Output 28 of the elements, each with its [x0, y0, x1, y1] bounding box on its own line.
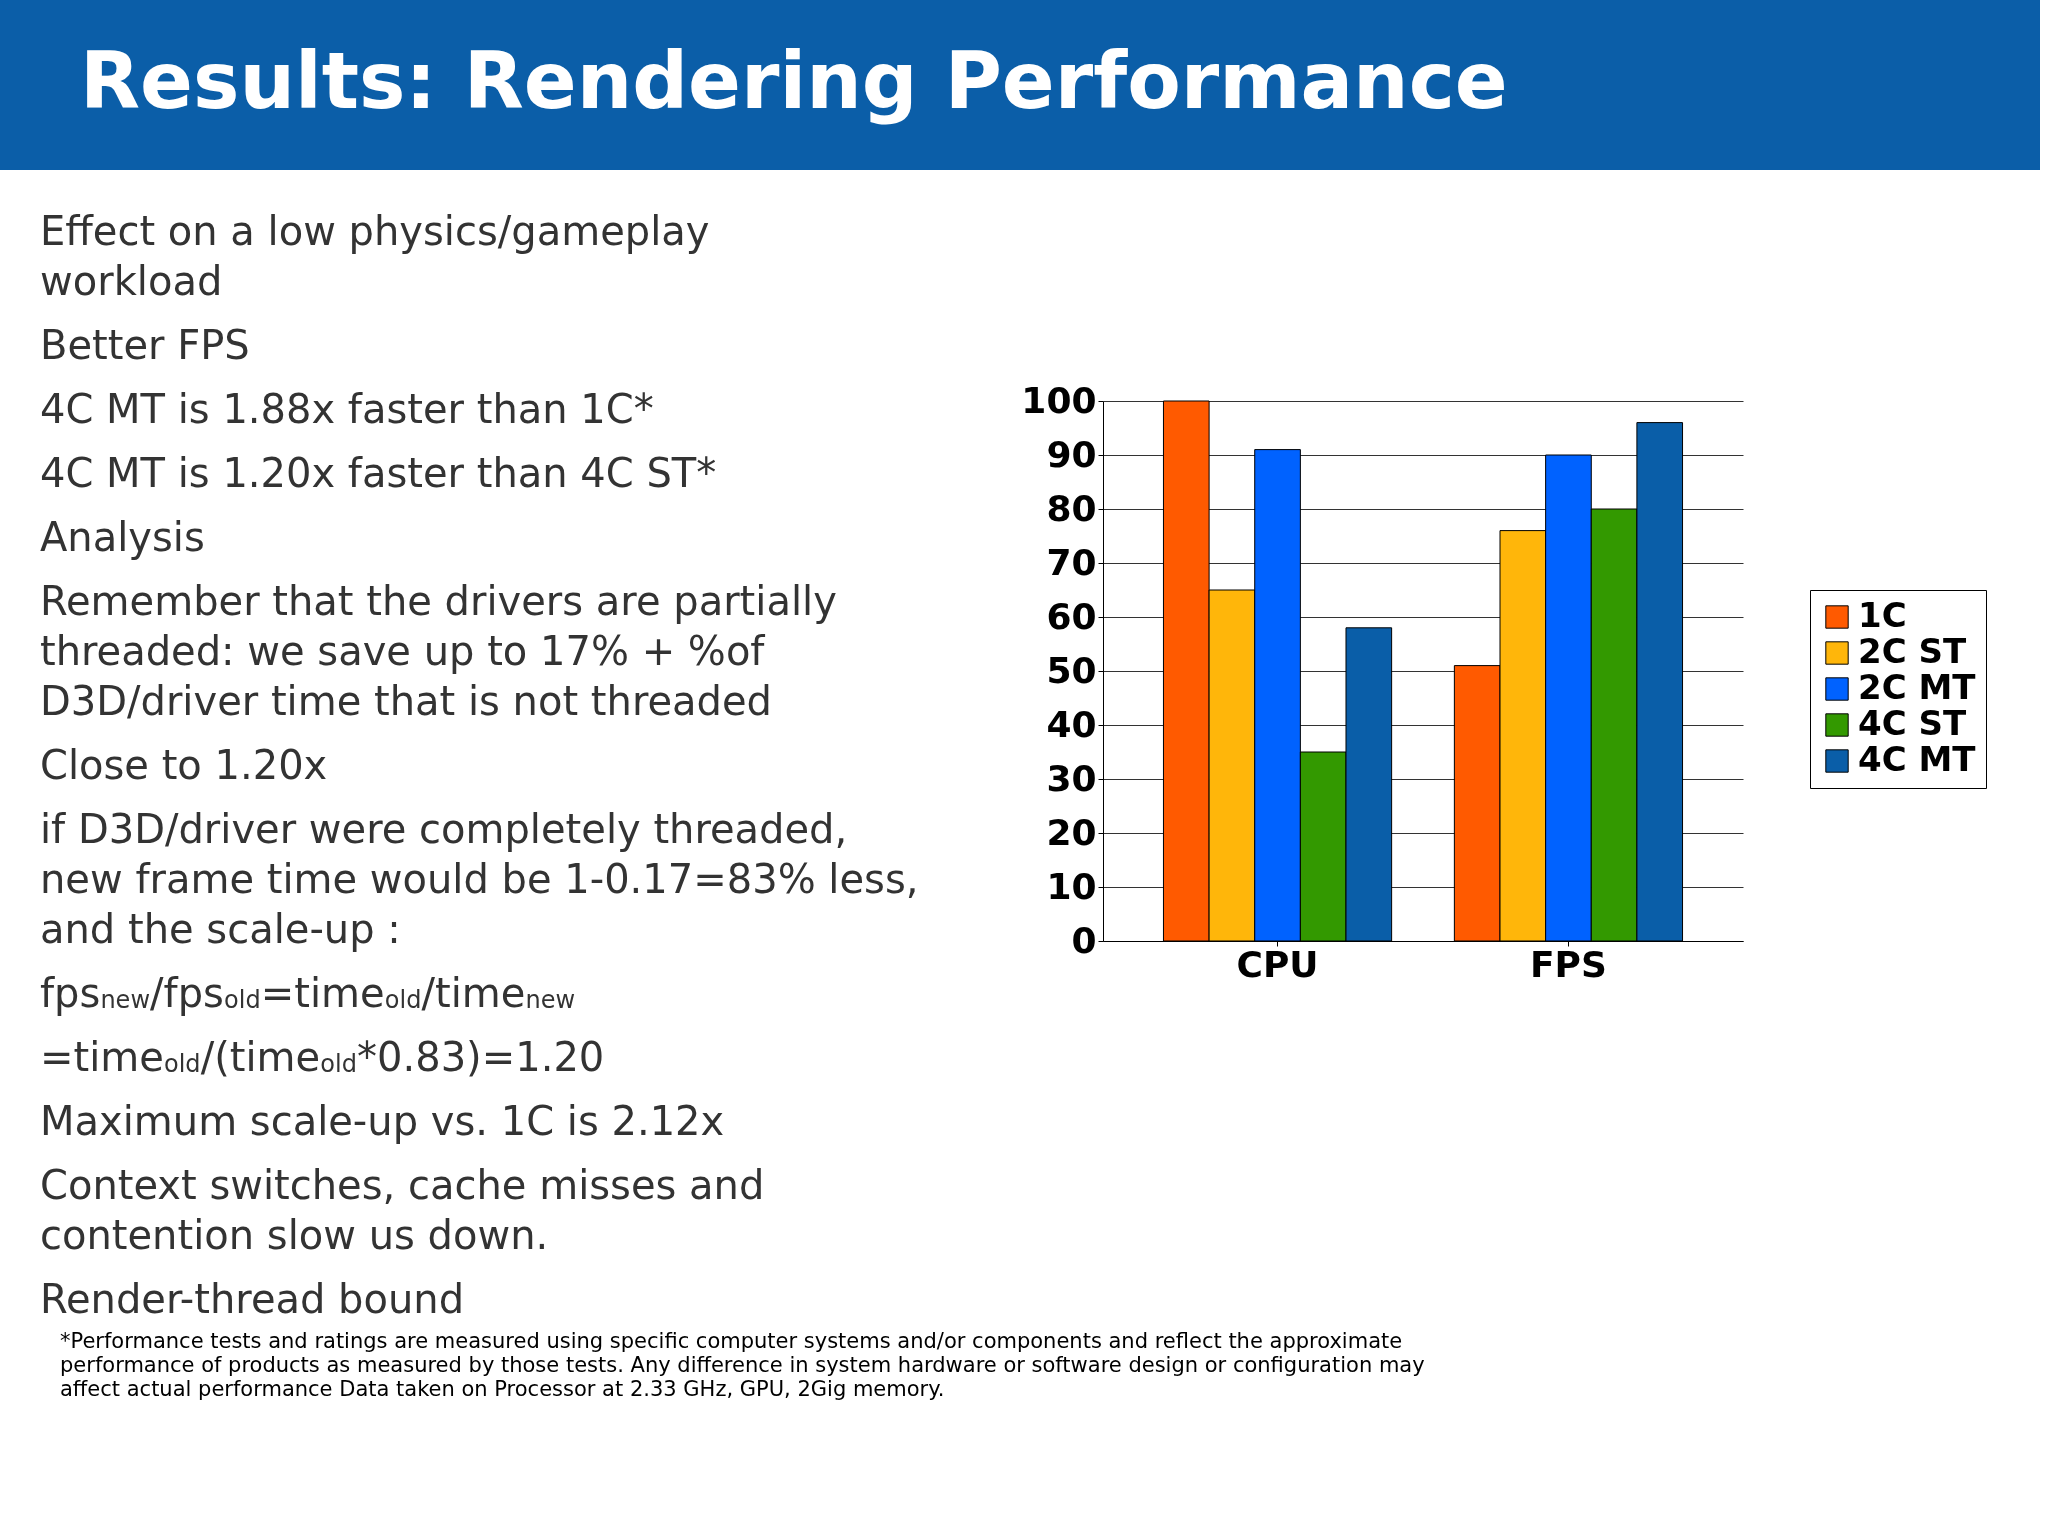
text: if D3D/driver were completely threaded, new frame time would be 1-0.17=83% less, and the scale-up :	[40, 806, 919, 952]
y-tick-label: 100	[1021, 379, 1097, 421]
y-tick-label: 10	[1046, 865, 1097, 907]
y-tick-label: 20	[1046, 811, 1097, 853]
y-tick-label: 70	[1046, 541, 1097, 583]
y-tick-label: 30	[1046, 757, 1097, 799]
text: Render-thread bound	[40, 1276, 465, 1322]
text: =timeold/(timeold*0.83)=1.20	[40, 1034, 605, 1080]
text: Maximum scale-up vs. 1C is 2.12x	[40, 1098, 725, 1144]
text: 4C MT is 1.88x faster than 1C*	[40, 386, 654, 432]
y-tick-label: 50	[1046, 649, 1097, 691]
x-tick-label: CPU	[1236, 943, 1319, 985]
chart-title: Results: Rendering Performance	[80, 36, 1508, 126]
text: Remember that the drivers are partially threaded: we save up to 17% + %of D3D/driver time that is not threaded	[40, 578, 837, 724]
y-tick-label: 60	[1046, 595, 1097, 637]
y-tick-label: 0	[1071, 919, 1097, 961]
text: fpsnew/fpsold=timeold/timenew	[40, 970, 576, 1016]
text: *Performance tests and ratings are measured using specific computer systems and/or components and reflect the approximate performance of products as measured by those tests. Any difference in system hardware or software design or configuration may affect actual performance Data taken on Processor at 2.33 GHz, GPU, 2Gig memory.	[60, 1329, 1425, 1401]
text: Effect on a low physics/gameplay workload	[40, 208, 710, 304]
text: Close to 1.20x	[40, 742, 328, 788]
text: Analysis	[40, 514, 205, 560]
text: Better FPS	[40, 322, 250, 368]
text: 4C MT is 1.20x faster than 4C ST*	[40, 450, 717, 496]
text: Context switches, cache misses and contention slow us down.	[40, 1162, 765, 1258]
x-tick-label: FPS	[1530, 943, 1607, 985]
y-tick-label: 90	[1046, 433, 1097, 475]
y-tick-label: 40	[1046, 703, 1097, 745]
y-tick-label: 80	[1046, 487, 1097, 529]
